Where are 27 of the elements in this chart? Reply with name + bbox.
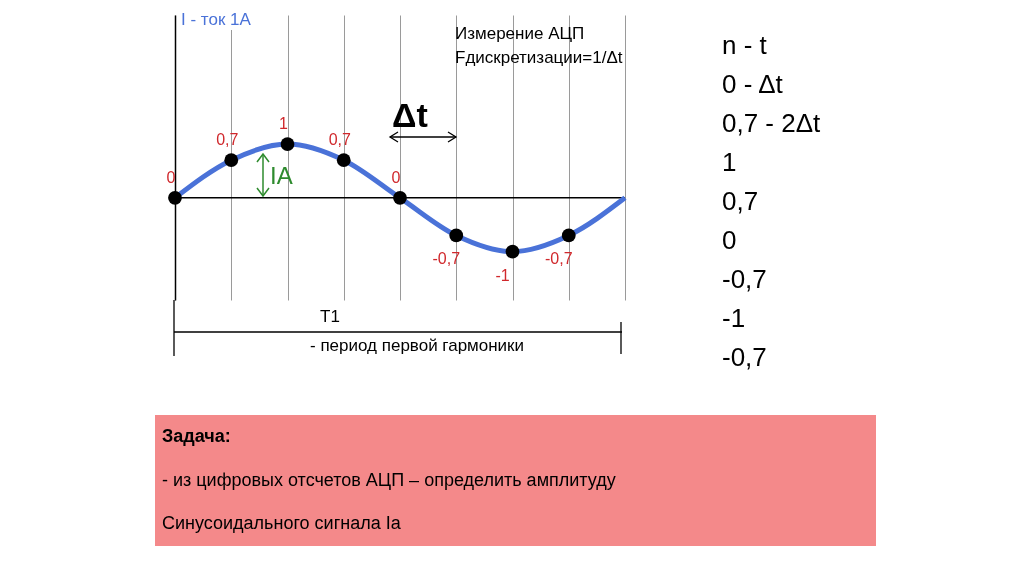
chart-subtitle: Fдискретизации=1/Δt <box>455 48 623 68</box>
text: 0,7 - 2Δt <box>722 108 821 139</box>
data-label: 1 <box>279 115 289 133</box>
text: 0,7 <box>722 186 759 217</box>
data-label: -0,7 <box>544 250 573 268</box>
text: - период первой гармоники <box>310 336 525 356</box>
data-label: 0 <box>391 168 401 186</box>
text: -0,7 <box>722 342 767 373</box>
text: Задача: <box>162 426 231 447</box>
annotation: IA <box>270 162 293 190</box>
text: -1 <box>722 303 746 334</box>
text: Синусоидального сигнала Ia <box>162 513 401 534</box>
text: 0 - Δt <box>722 69 783 100</box>
text: - из цифровых отсчетов АЦП – определить амплитуду <box>162 470 616 491</box>
data-label: 0 <box>166 168 176 186</box>
text: 0 <box>722 225 737 256</box>
text: -0,7 <box>722 264 767 295</box>
data-label: 0,7 <box>328 131 351 149</box>
text: n - t <box>722 30 767 61</box>
text: 1 <box>722 147 737 178</box>
data-label: -0,7 <box>432 250 461 268</box>
text: Δt <box>392 96 428 135</box>
data-label: 0,7 <box>216 131 239 149</box>
data-label: -1 <box>495 266 510 284</box>
text: T1 <box>320 307 340 327</box>
chart-title: Измерение АЦП <box>455 24 585 44</box>
text: I - ток 1А <box>181 10 251 30</box>
